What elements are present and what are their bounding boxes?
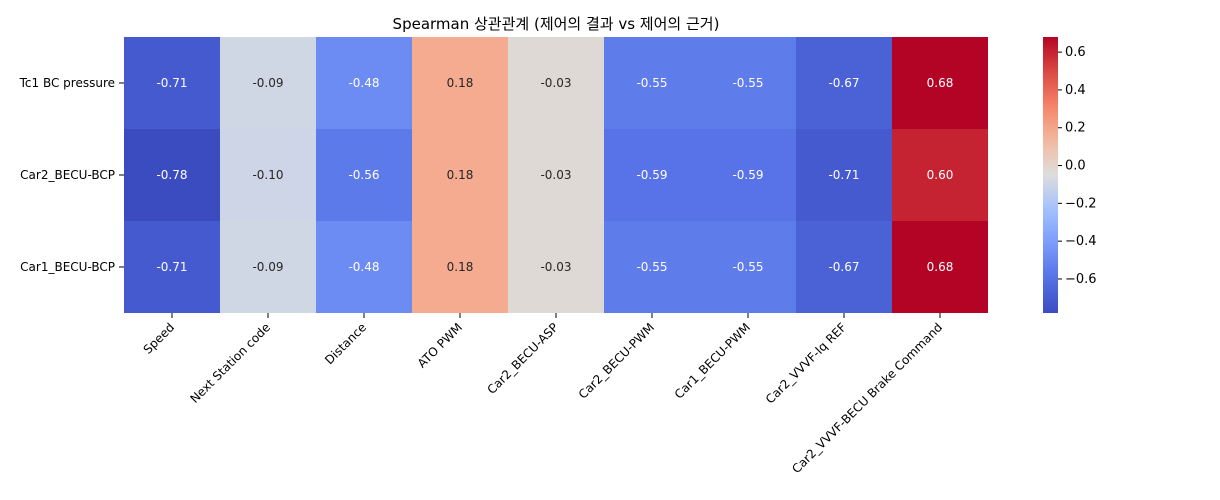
- colorbar-tick-label: −0.6: [1065, 272, 1097, 287]
- cell-value-label: -0.55: [732, 260, 763, 274]
- cell-value-label: 0.18: [447, 168, 474, 182]
- row-label: Car2_BECU-BCP: [20, 168, 115, 182]
- column-label: Distance: [322, 320, 369, 367]
- heatmap-cells: -0.71 -0.09 -0.48 0.18 -0.03 -0.55 -0.55 -0.67 0…: [124, 37, 988, 313]
- colorbar-tick-label: 0.6: [1065, 45, 1086, 60]
- cell-value-label: -0.10: [252, 168, 283, 182]
- heatmap-cell: [604, 129, 700, 221]
- cell-value-label: -0.09: [252, 260, 283, 274]
- heatmap-cell: [220, 129, 316, 221]
- column-label: Car2_VVVF-BECU Brake Command: [789, 320, 945, 476]
- chart-title: Spearman 상관관계 (제어의 결과 vs 제어의 근거): [393, 15, 720, 33]
- cell-value-label: -0.55: [636, 260, 667, 274]
- colorbar-tick-label: 0.0: [1065, 159, 1086, 174]
- cell-value-label: -0.09: [252, 76, 283, 90]
- heatmap-cell: [124, 221, 220, 313]
- cell-value-label: -0.48: [348, 76, 379, 90]
- cell-value-label: -0.71: [828, 168, 859, 182]
- row-label: Tc1 BC pressure: [19, 76, 115, 90]
- column-label: ATO PWM: [415, 320, 465, 370]
- cell-value-label: 0.68: [927, 76, 954, 90]
- heatmap-cell: [892, 37, 988, 129]
- heatmap-cell: [220, 221, 316, 313]
- heatmap-cell: [604, 37, 700, 129]
- cell-value-label: -0.55: [732, 76, 763, 90]
- cell-value-label: -0.59: [636, 168, 667, 182]
- heatmap-cell: [508, 221, 604, 313]
- colorbar-tick-label: −0.4: [1065, 234, 1097, 249]
- heatmap-cell: [508, 37, 604, 129]
- heatmap-cell: [796, 221, 892, 313]
- cell-value-label: -0.03: [540, 76, 571, 90]
- heatmap-cell: [796, 129, 892, 221]
- colorbar: 0.6 0.4 0.2 0.0 −0.2 −0.4 −0.6: [1043, 37, 1097, 313]
- heatmap-cell: [892, 221, 988, 313]
- cell-value-label: -0.59: [732, 168, 763, 182]
- heatmap-cell: [412, 221, 508, 313]
- cell-value-label: -0.55: [636, 76, 667, 90]
- heatmap-cell: [796, 37, 892, 129]
- heatmap-cell: [700, 129, 796, 221]
- heatmap-cell: [604, 221, 700, 313]
- heatmap-cell: [124, 129, 220, 221]
- colorbar-tick-label: 0.2: [1065, 121, 1086, 136]
- cell-value-label: -0.56: [348, 168, 379, 182]
- heatmap-cell: [316, 37, 412, 129]
- column-label: Car1_BECU-PWM: [672, 320, 753, 401]
- heatmap-cell: [508, 129, 604, 221]
- cell-value-label: 0.60: [927, 168, 954, 182]
- heatmap-cell: [316, 129, 412, 221]
- cell-value-label: -0.67: [828, 260, 859, 274]
- cell-value-label: 0.18: [447, 260, 474, 274]
- column-label: Speed: [141, 320, 178, 357]
- heatmap-cell: [316, 221, 412, 313]
- heatmap-cell: [412, 37, 508, 129]
- column-label: Car2_BECU-PWM: [576, 320, 657, 401]
- row-labels: Tc1 BC pressure Car2_BECU-BCP Car1_BECU-BC…: [19, 76, 124, 274]
- colorbar-gradient: [1043, 37, 1058, 313]
- cell-value-label: -0.67: [828, 76, 859, 90]
- heatmap-cell: [892, 129, 988, 221]
- column-label: Car2_BECU-ASP: [484, 320, 561, 397]
- cell-value-label: -0.03: [540, 260, 571, 274]
- cell-value-label: -0.48: [348, 260, 379, 274]
- cell-value-label: -0.71: [156, 76, 187, 90]
- cell-value-label: -0.78: [156, 168, 187, 182]
- column-labels: Speed Next Station code Distance ATO PWM Car…: [141, 313, 945, 476]
- cell-value-label: 0.18: [447, 76, 474, 90]
- colorbar-tick-label: −0.2: [1065, 196, 1097, 211]
- cell-value-label: -0.03: [540, 168, 571, 182]
- cell-value-label: -0.71: [156, 260, 187, 274]
- column-label: Car2_VVVF-Iq REF: [763, 320, 849, 406]
- cell-value-label: 0.68: [927, 260, 954, 274]
- heatmap-cell: [700, 221, 796, 313]
- heatmap-cell: [412, 129, 508, 221]
- heatmap-cell: [124, 37, 220, 129]
- colorbar-tick-label: 0.4: [1065, 83, 1086, 98]
- heatmap-cell: [220, 37, 316, 129]
- row-label: Car1_BECU-BCP: [20, 260, 115, 274]
- heatmap-cell: [700, 37, 796, 129]
- column-label: Next Station code: [187, 320, 273, 406]
